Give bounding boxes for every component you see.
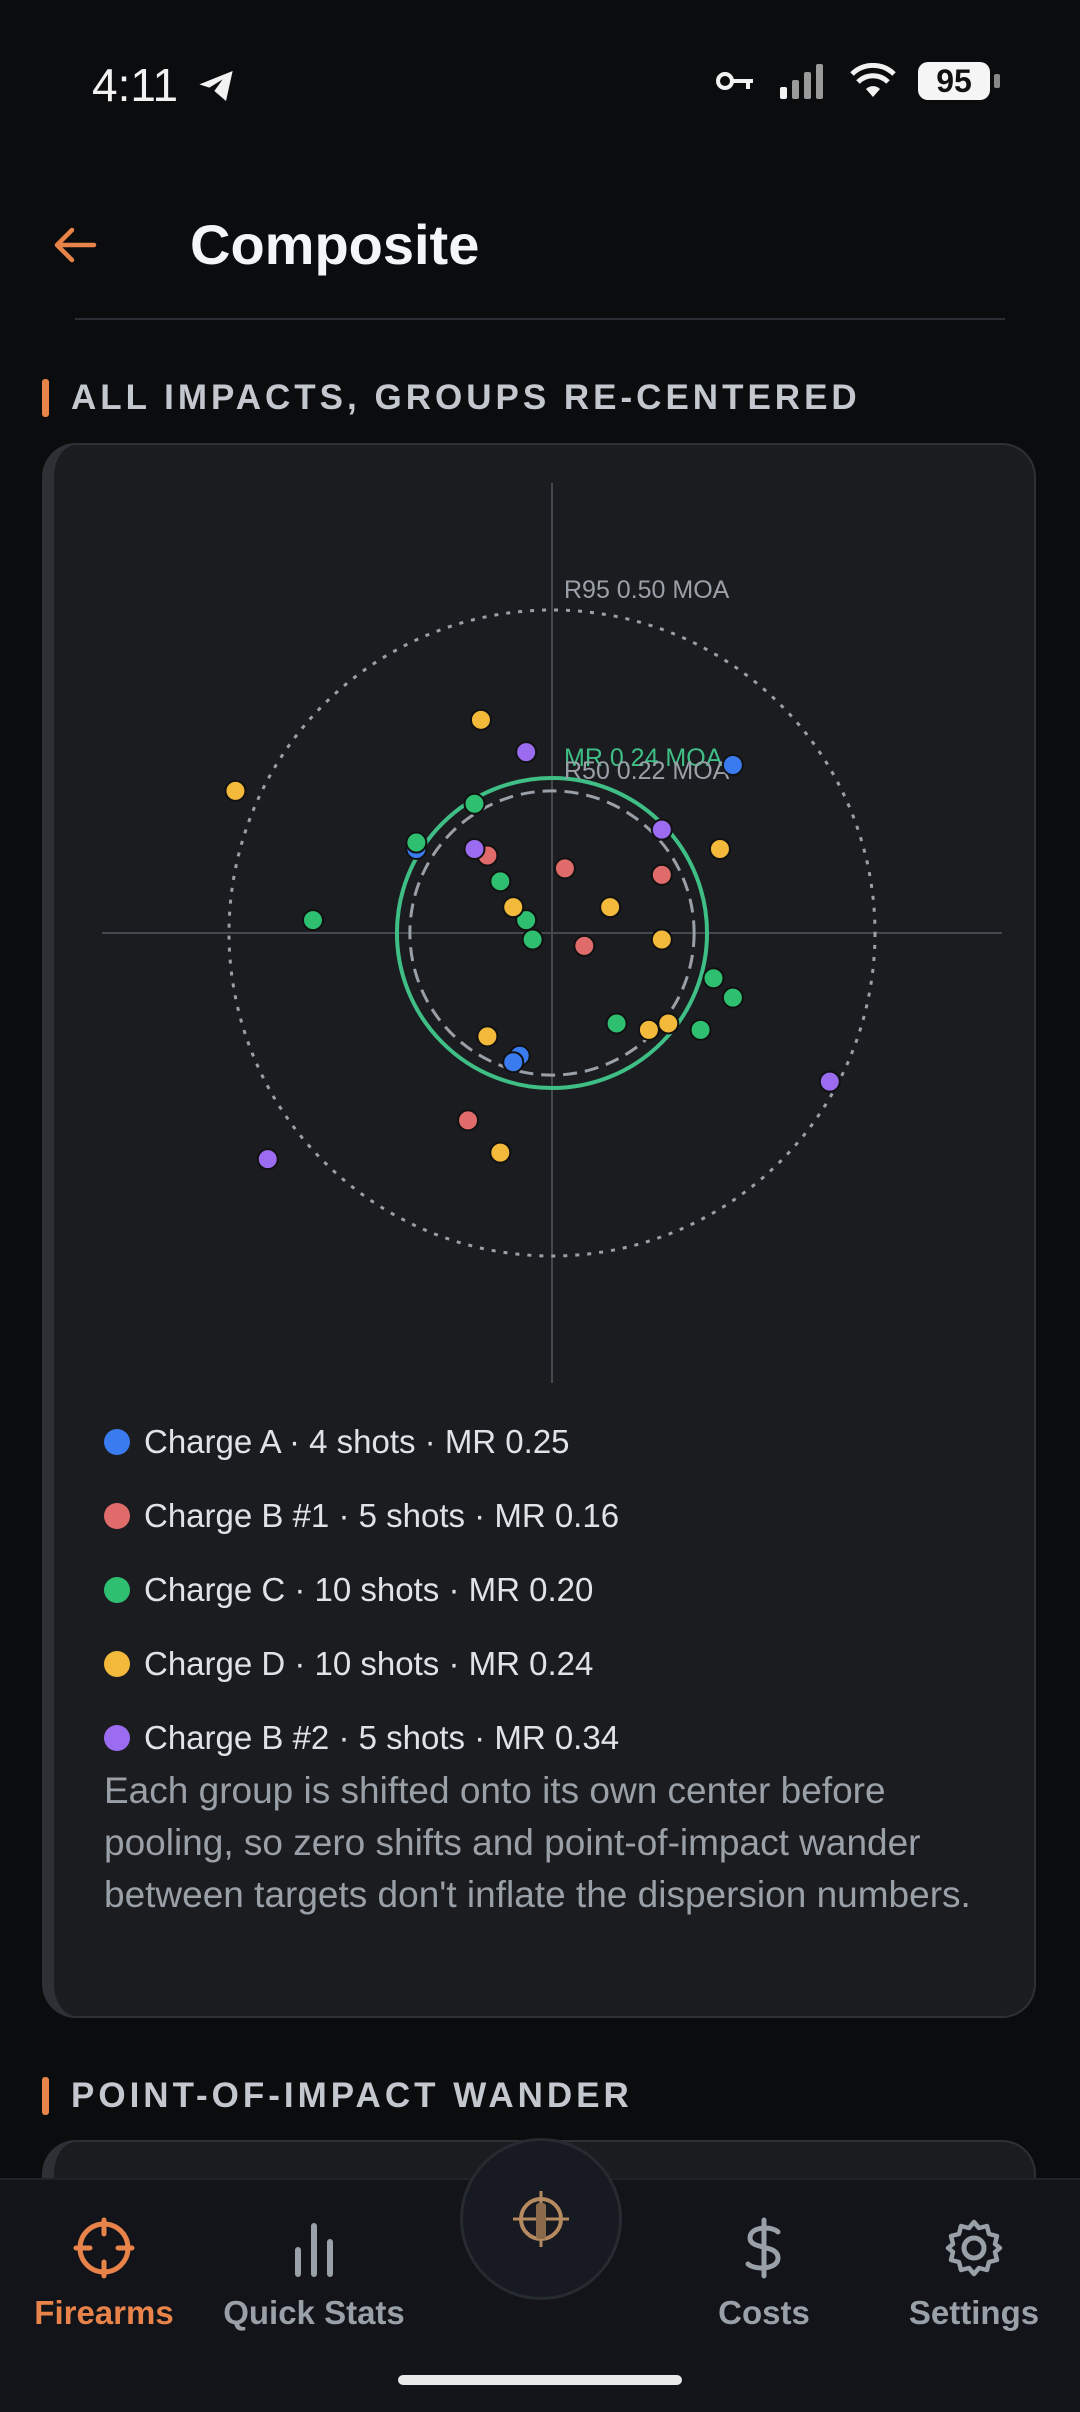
impact-point — [702, 967, 725, 990]
battery-indicator: 95 — [918, 62, 1000, 100]
impact-point — [301, 909, 324, 932]
page-title: Composite — [190, 213, 480, 276]
gear-icon — [945, 2219, 1003, 2277]
impact-point — [605, 1012, 628, 1035]
ring-0 — [227, 608, 877, 1258]
nav-settings[interactable]: Settings — [864, 2216, 1080, 2332]
legend-item: Charge C · 10 shots · MR 0.20 — [104, 1553, 619, 1627]
nav-label: Costs — [718, 2294, 810, 2331]
legend-swatch — [104, 1577, 130, 1603]
telegram-icon — [199, 71, 233, 101]
header-divider — [75, 318, 1005, 320]
legend-label: Charge C · 10 shots · MR 0.20 — [144, 1571, 594, 1608]
section-accent-bar — [42, 2077, 49, 2115]
nav-firearms[interactable]: Firearms — [0, 2216, 214, 2332]
wifi-icon — [850, 63, 896, 97]
impact-point — [256, 1148, 279, 1171]
legend-swatch — [104, 1429, 130, 1455]
legend-label: Charge D · 10 shots · MR 0.24 — [144, 1645, 594, 1682]
legend-item: Charge D · 10 shots · MR 0.24 — [104, 1627, 619, 1701]
crosshair-icon — [73, 2217, 135, 2279]
legend: Charge A · 4 shots · MR 0.25 Charge B #1 … — [104, 1405, 619, 1775]
legend-item: Charge B #2 · 5 shots · MR 0.34 — [104, 1701, 619, 1775]
legend-swatch — [104, 1725, 130, 1751]
impact-point — [405, 831, 428, 854]
impact-point — [521, 928, 544, 951]
nav-label: Settings — [908, 2294, 1040, 2331]
ring-1 — [394, 775, 710, 1091]
legend-item: Charge B #1 · 5 shots · MR 0.16 — [104, 1479, 619, 1553]
signal-icon — [780, 64, 823, 99]
impact-point — [650, 928, 673, 951]
impact-point — [721, 986, 744, 1009]
section-title-text: POINT-OF-IMPACT WANDER — [71, 2076, 633, 2115]
section-accent-bar — [42, 379, 49, 417]
legend-label: Charge A · 4 shots · MR 0.25 — [144, 1423, 570, 1460]
home-indicator — [398, 2375, 682, 2385]
nav-label: Firearms — [34, 2294, 174, 2331]
section-title-text: ALL IMPACTS, GROUPS RE-CENTERED — [71, 378, 861, 417]
rifle-scope-icon — [513, 2191, 569, 2247]
impact-point — [463, 792, 486, 815]
bar-chart-icon — [295, 2223, 333, 2277]
composite-note: Each group is shifted onto its own cente… — [104, 1770, 971, 1915]
key-icon — [716, 72, 753, 90]
dollar-icon — [745, 2217, 781, 2279]
impact-point — [502, 1051, 525, 1074]
impact-point — [502, 896, 525, 919]
section-title-wander: POINT-OF-IMPACT WANDER — [42, 2076, 633, 2116]
plot-points — [224, 708, 841, 1171]
impact-point — [224, 779, 247, 802]
ring-label-1: MR 0.24 MOA — [564, 744, 723, 772]
impact-point — [689, 1018, 712, 1041]
bottom-nav: Firearms Quick Stats Costs Settings — [0, 2138, 1080, 2412]
impact-point — [463, 838, 486, 861]
impact-point — [489, 1141, 512, 1164]
nav-label: Quick Stats — [223, 2294, 405, 2331]
section-title-composite: ALL IMPACTS, GROUPS RE-CENTERED — [42, 378, 861, 418]
nav-quick-stats[interactable]: Quick Stats — [204, 2216, 424, 2332]
impact-point — [573, 934, 596, 957]
impact-point — [515, 741, 538, 764]
legend-swatch — [104, 1503, 130, 1529]
impact-point — [657, 1012, 680, 1035]
composite-card: R95 0.50 MOA MR 0.24 MOA R50 0.22 MOA Char… — [42, 443, 1036, 2018]
header: Composite — [0, 190, 1080, 320]
impact-point — [469, 708, 492, 731]
center-action-button[interactable] — [460, 2138, 622, 2300]
status-icons: 95 — [716, 62, 1000, 100]
legend-label: Charge B #2 · 5 shots · MR 0.34 — [144, 1719, 620, 1756]
status-bar: 4:11 95 — [0, 0, 1080, 150]
ring-label-0: R95 0.50 MOA — [564, 576, 730, 604]
legend-swatch — [104, 1651, 130, 1677]
impact-point — [457, 1109, 480, 1132]
impact-point — [599, 896, 622, 919]
plot-axes — [102, 483, 1002, 1383]
impact-point — [721, 754, 744, 777]
back-arrow-icon[interactable] — [50, 220, 100, 270]
impact-point — [650, 818, 673, 841]
ring-label-2: R50 0.22 MOA — [564, 757, 730, 785]
status-time: 4:11 — [92, 59, 179, 111]
ring-2 — [408, 789, 696, 1077]
impact-point — [489, 870, 512, 893]
impact-point — [650, 863, 673, 886]
nav-costs[interactable]: Costs — [654, 2216, 874, 2332]
impact-point — [708, 838, 731, 861]
impact-point — [818, 1070, 841, 1093]
legend-label: Charge B #1 · 5 shots · MR 0.16 — [144, 1497, 620, 1534]
legend-item: Charge A · 4 shots · MR 0.25 — [104, 1405, 619, 1479]
impact-point — [515, 909, 538, 932]
impact-point — [553, 857, 576, 880]
impact-point — [476, 1025, 499, 1048]
impact-point — [637, 1018, 660, 1041]
